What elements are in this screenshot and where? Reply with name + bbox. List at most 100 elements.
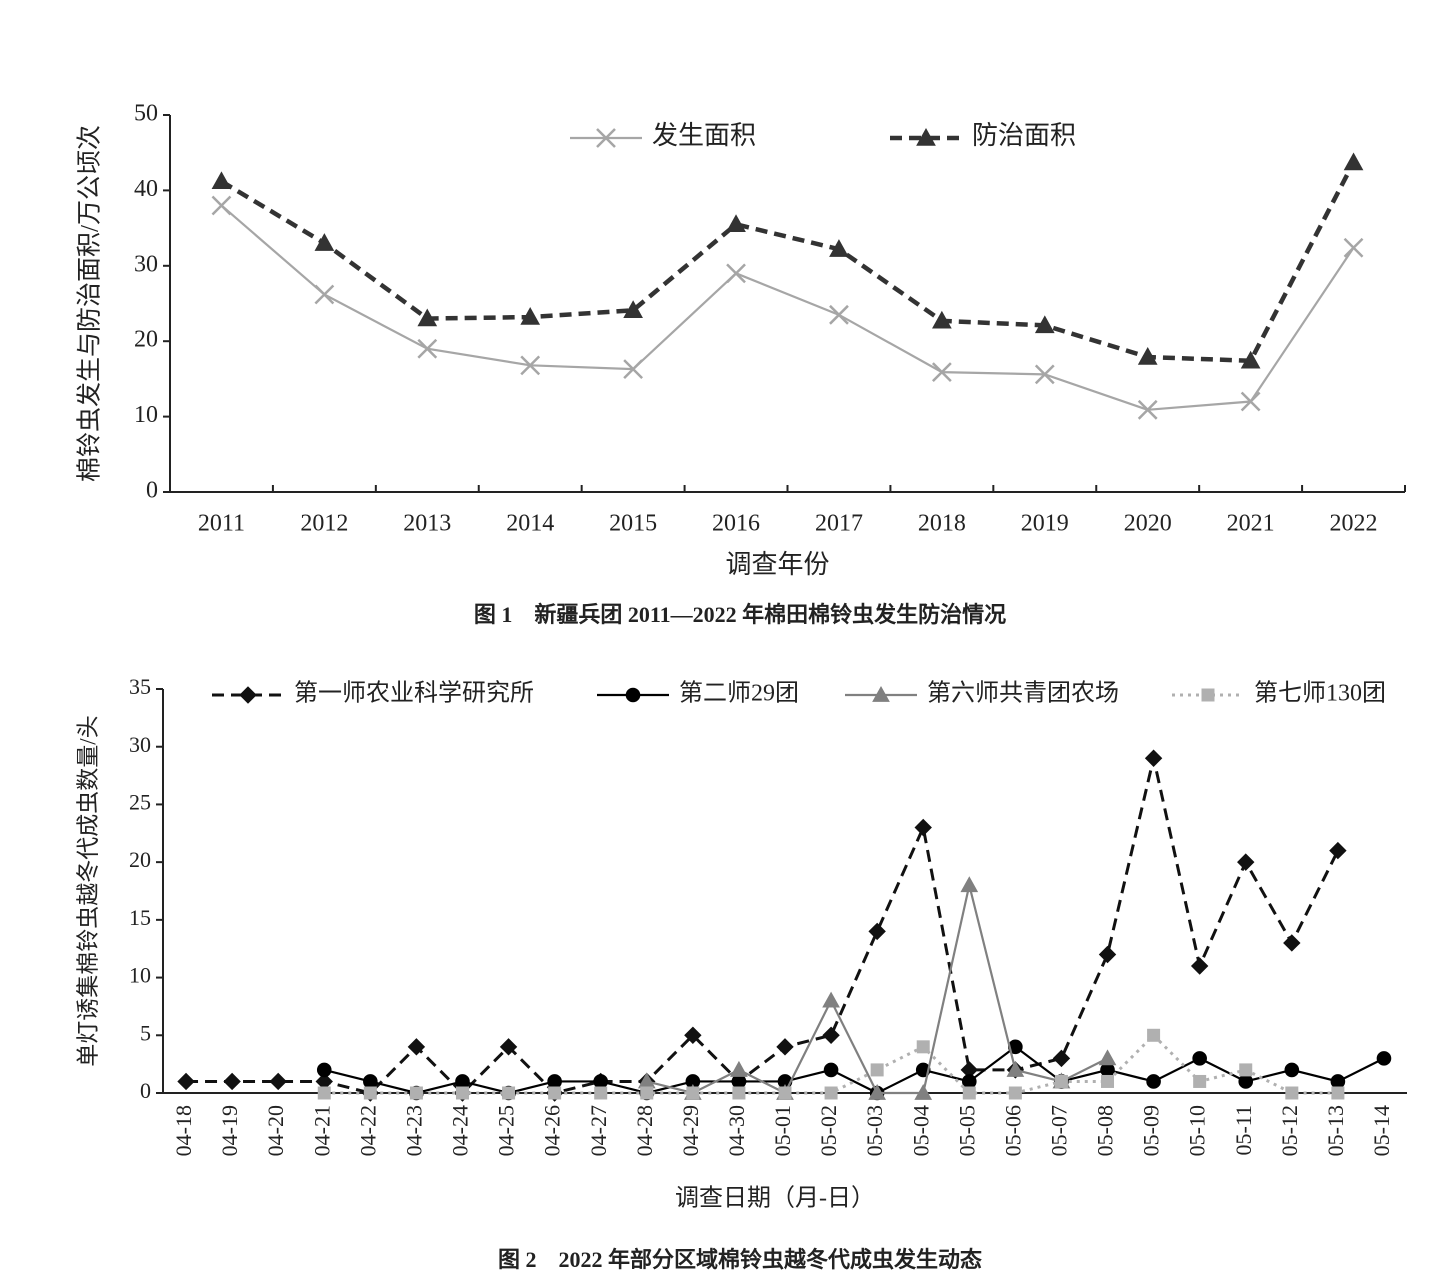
marker	[1190, 957, 1209, 975]
marker	[593, 1074, 609, 1089]
x-tick-label: 05-12	[1277, 1105, 1302, 1156]
marker	[726, 214, 746, 233]
marker	[822, 1026, 840, 1044]
x-tick-label: 05-07	[1046, 1105, 1071, 1156]
y-tick-label: 50	[134, 101, 158, 127]
marker	[211, 195, 232, 216]
x-tick-label: 05-10	[1185, 1105, 1210, 1156]
x-axis-label: 调查日期（月-日）	[675, 1185, 875, 1212]
marker	[872, 685, 890, 702]
marker	[868, 922, 886, 941]
marker	[499, 1038, 518, 1056]
y-axis-label: 单灯诱集棉铃虫越冬代成虫数量/头	[75, 715, 100, 1066]
chart: 0 10 20 30 40 50 2011 2012 2013 2014 2015 2016 2017 2…	[76, 101, 1406, 627]
marker	[1034, 364, 1055, 385]
marker	[1137, 399, 1158, 420]
y-tick-label: 10	[129, 963, 151, 988]
x-tick-label: 05-14	[1369, 1105, 1394, 1156]
marker	[455, 1086, 469, 1100]
marker	[417, 338, 438, 359]
legend-label: 第二师29团	[679, 680, 799, 707]
marker	[732, 1086, 746, 1100]
marker	[314, 233, 335, 251]
y-tick-label: 30	[129, 732, 151, 757]
marker	[870, 1063, 884, 1077]
series-line	[220, 161, 1356, 364]
marker	[962, 1086, 976, 1100]
x-tick-label: 05-03	[862, 1105, 887, 1156]
marker	[960, 876, 979, 893]
marker	[1240, 391, 1261, 412]
marker	[1285, 1086, 1299, 1100]
x-axis-label: 调查年份	[725, 550, 829, 579]
marker	[1006, 1060, 1025, 1077]
marker	[914, 818, 932, 837]
x-tick-label: 04-28	[632, 1105, 657, 1156]
marker	[931, 362, 952, 382]
marker	[548, 1086, 562, 1100]
marker	[686, 1086, 700, 1100]
series-line	[323, 1045, 1385, 1095]
x-tick-label: 2015	[609, 511, 657, 537]
chart: 0 5 10 15 20 25 30 35 04-18 04-19 04-20 04-21 04-22 0…	[75, 674, 1407, 1272]
y-tick-label: 20	[129, 847, 151, 872]
y-tick-label: 15	[129, 905, 151, 930]
x-tick-label: 04-29	[678, 1105, 703, 1156]
marker	[520, 307, 541, 325]
x-tick-label: 2022	[1330, 511, 1378, 537]
x-tick-label: 05-11	[1231, 1105, 1256, 1156]
marker	[1240, 350, 1261, 369]
x-tick-label: 04-27	[586, 1105, 611, 1156]
x-tick-label: 2011	[198, 511, 245, 537]
marker	[824, 1086, 838, 1100]
marker	[1193, 1074, 1207, 1088]
legend-label: 第一师农业科学研究所	[294, 680, 534, 707]
marker	[1034, 315, 1055, 334]
y-tick-label: 40	[134, 176, 158, 202]
x-tick-label: 05-13	[1323, 1105, 1348, 1156]
x-tick-label: 2020	[1124, 511, 1172, 537]
y-tick-label: 10	[134, 402, 158, 428]
x-tick-label: 05-04	[908, 1105, 933, 1156]
marker	[640, 1086, 654, 1100]
marker	[314, 284, 335, 305]
series-line	[646, 884, 1109, 1095]
marker	[239, 686, 257, 704]
marker	[177, 1072, 195, 1091]
marker	[1201, 688, 1215, 702]
marker	[829, 239, 849, 257]
marker	[1239, 1063, 1253, 1077]
marker	[363, 1086, 377, 1100]
marker	[1101, 1074, 1115, 1088]
x-tick-label: 2018	[918, 511, 966, 537]
marker	[625, 687, 641, 703]
x-tick-label: 2021	[1227, 511, 1275, 537]
marker	[1331, 1086, 1345, 1100]
x-tick-label: 2019	[1021, 511, 1069, 537]
y-tick-label: 25	[129, 789, 151, 814]
marker	[316, 1062, 332, 1078]
marker	[1192, 1051, 1207, 1066]
series-line	[186, 757, 1340, 1096]
x-tick-label: 05-01	[770, 1105, 795, 1156]
marker	[1284, 1062, 1300, 1078]
marker	[1098, 1049, 1117, 1066]
x-tick-label: 2014	[506, 511, 554, 537]
marker	[596, 128, 616, 148]
y-tick-label: 0	[140, 1078, 151, 1103]
marker	[623, 359, 644, 379]
x-tick-label: 05-06	[1000, 1105, 1025, 1156]
marker	[1376, 1051, 1392, 1066]
y-tick-label: 35	[129, 674, 151, 699]
x-tick-label: 2017	[815, 511, 863, 537]
y-tick-label: 5	[140, 1020, 151, 1045]
marker	[1137, 347, 1158, 365]
legend-label: 发生面积	[652, 121, 756, 150]
x-tick-label: 04-24	[448, 1105, 473, 1156]
x-tick-label: 04-26	[540, 1105, 565, 1156]
y-axis-label: 棉铃虫发生与防治面积/万公顷次	[76, 125, 104, 482]
marker	[932, 310, 952, 329]
marker	[417, 308, 438, 327]
marker	[594, 1086, 608, 1100]
